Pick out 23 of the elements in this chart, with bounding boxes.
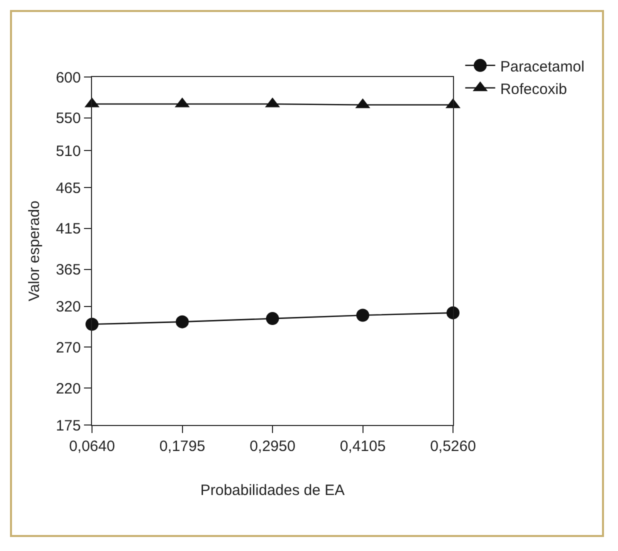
- y-tick-label: 270: [56, 339, 81, 356]
- y-axis-title: Valor esperado: [26, 200, 44, 302]
- y-tick-label: 600: [56, 69, 81, 86]
- y-tick-label: 465: [56, 180, 81, 197]
- point: [176, 315, 189, 328]
- y-tick-label: 415: [56, 220, 81, 238]
- x-tick-label: 0,2950: [250, 438, 296, 456]
- y-tick-label: 365: [56, 262, 81, 279]
- x-tick-label: 0,1795: [159, 438, 206, 456]
- y-tick-label: 175: [56, 417, 81, 434]
- x-axis-title: Probabilidades de EA: [200, 482, 345, 500]
- x-tick-label: 0,5260: [430, 438, 476, 456]
- x-tick-label: 0,4105: [340, 438, 386, 456]
- point: [356, 308, 370, 322]
- y-tick-label: 320: [56, 298, 81, 316]
- legend-label: Rofecoxib: [500, 80, 567, 98]
- y-tick-label: 220: [56, 380, 81, 398]
- y-tick-label: 550: [56, 110, 81, 128]
- y-tick-label: 510: [56, 142, 81, 160]
- x-tick-label: 0,0640: [69, 438, 115, 456]
- point: [446, 306, 460, 320]
- point: [266, 312, 279, 326]
- legend-label: Paracetamol: [500, 58, 584, 76]
